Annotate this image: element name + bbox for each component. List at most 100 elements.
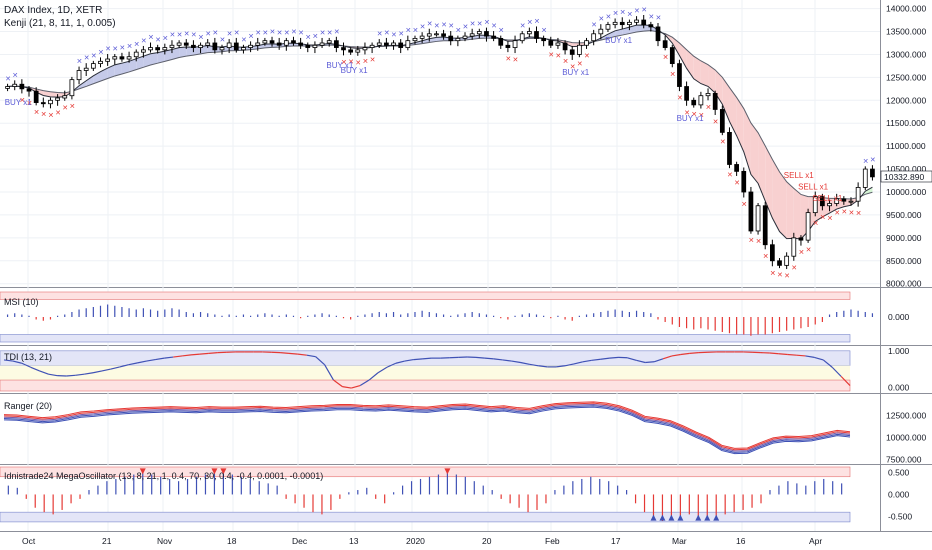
price-tick-label: 9000.000: [886, 233, 922, 243]
candle-up: [219, 47, 225, 51]
buy-marker: ✕: [470, 20, 476, 28]
candle-down: [719, 109, 725, 133]
ma-cloud-segment: [679, 42, 687, 69]
buy-marker: ✕: [162, 35, 168, 43]
candle-up: [855, 187, 861, 202]
buy-marker: ✕: [605, 13, 611, 21]
price-pane[interactable]: ✕ ✕✕ ✕✕ ✕ ✕ ✕✕ ✕✕ ✕ ✕ ✕ ✕ ✕ ✕ ✕ ✕ ✕ ✕ ✕ ✕ ✕ ✕ ✕ ✕ ✕ ✕ ✕✕✕ ✕✕ ✕ ✕ ✕ ✕ ✕ ✕…: [5, 6, 876, 280]
ma-cloud-segment: [171, 47, 180, 60]
tdi-line-segment: [288, 352, 298, 355]
ma-cloud-segment: [86, 75, 94, 87]
msi-pane[interactable]: [6, 304, 874, 336]
mega-buy-arrow: [659, 514, 666, 521]
ma-cloud-segment: [622, 27, 630, 36]
buy-marker: ✕: [205, 30, 211, 38]
ma-cloud-segment: [729, 87, 737, 136]
time-tick-label: 2020: [406, 536, 425, 546]
candle-up: [98, 60, 103, 65]
candle-up: [834, 198, 840, 204]
tdi-line-segment: [502, 359, 512, 362]
buy-marker: ✕: [184, 30, 190, 38]
tdi-line-segment: [30, 366, 40, 372]
ranger-line-3: [3, 405, 851, 453]
msi-tick-label: 0.000: [888, 312, 910, 322]
candle-down: [276, 42, 282, 46]
price-tick-label: 12000.000: [886, 95, 926, 105]
tdi-lower-band: [0, 379, 851, 392]
time-tick-label: 20: [482, 536, 492, 546]
buy-marker: ✕: [484, 19, 490, 27]
buy-marker: ✕: [477, 20, 483, 28]
mega-upper-band: [0, 466, 851, 478]
sell-marker: ✕: [670, 70, 676, 78]
tdi-line-segment: [66, 374, 76, 377]
sell-marker: ✕: [505, 55, 511, 63]
candle-down: [655, 26, 661, 42]
candle-down: [348, 49, 354, 53]
buy-marker: ✕: [405, 27, 411, 35]
sell-marker: ✕: [784, 272, 790, 280]
candle-down: [769, 244, 775, 262]
tdi-pane[interactable]: [3, 351, 851, 389]
ma-cloud-segment: [772, 159, 780, 232]
tdi-line-segment: [128, 362, 138, 366]
candle-up: [462, 35, 468, 39]
candle-down: [26, 88, 32, 92]
candle-down: [33, 90, 39, 103]
candle-up: [419, 35, 425, 39]
time-tick-label: Apr: [809, 536, 822, 546]
candle-up: [605, 24, 611, 30]
buy-marker: ✕: [491, 22, 497, 30]
mega-sell-arrow: [211, 468, 218, 475]
candle-up: [62, 95, 68, 99]
candle-up: [805, 212, 811, 241]
candle-down: [19, 83, 25, 90]
buy-marker: ✕: [427, 20, 433, 28]
megaoscillator-pane[interactable]: [7, 468, 843, 522]
candle-down: [298, 42, 303, 46]
buy-marker: ✕: [398, 30, 404, 38]
sell-marker: ✕: [720, 138, 726, 146]
buy-marker: ✕: [227, 30, 233, 38]
buy-marker: ✕: [527, 19, 533, 27]
sell-marker: ✕: [698, 112, 704, 120]
sell-marker: ✕: [820, 213, 826, 221]
ranger-line-2: [3, 403, 851, 452]
tdi-line-segment: [662, 355, 673, 360]
tdi-line-segment: [199, 352, 209, 355]
candle-up: [162, 47, 168, 51]
tdi-line-segment: [609, 356, 619, 359]
candle-up: [90, 63, 96, 69]
candle-down: [119, 56, 125, 60]
tdi-tick-label: 0.000: [888, 382, 910, 392]
tdi-line-segment: [101, 368, 111, 372]
mega-tick-label: 0.500: [888, 467, 910, 477]
mega-lower-band: [0, 511, 851, 523]
candle-up: [469, 33, 475, 37]
candle-down: [712, 93, 718, 110]
buy-marker: ✕: [384, 29, 390, 37]
candle-up: [827, 203, 832, 207]
candle-down: [684, 86, 689, 101]
sell-marker: ✕: [813, 219, 819, 227]
tdi-line-segment: [146, 358, 156, 362]
ma-cloud-segment: [758, 132, 766, 201]
ma-cloud-segment: [136, 56, 144, 70]
candle-up: [12, 83, 18, 87]
ranger-pane[interactable]: [3, 401, 851, 455]
ma-cloud-segment: [629, 25, 637, 34]
ma-cloud-segment: [765, 145, 773, 219]
tdi-line-segment: [627, 357, 637, 361]
tdi-line-segment: [182, 354, 192, 357]
tdi-line-segment: [840, 375, 851, 386]
buy-marker: ✕: [84, 54, 90, 62]
buy-marker: ✕: [377, 30, 383, 38]
candle-up: [226, 42, 232, 48]
candle-up: [312, 44, 318, 48]
candle-down: [305, 44, 311, 48]
ma-cloud-segment: [121, 61, 130, 74]
buy-marker: ✕: [613, 9, 619, 17]
msi-upper-band: [0, 291, 851, 300]
tdi-line-segment: [413, 358, 423, 361]
